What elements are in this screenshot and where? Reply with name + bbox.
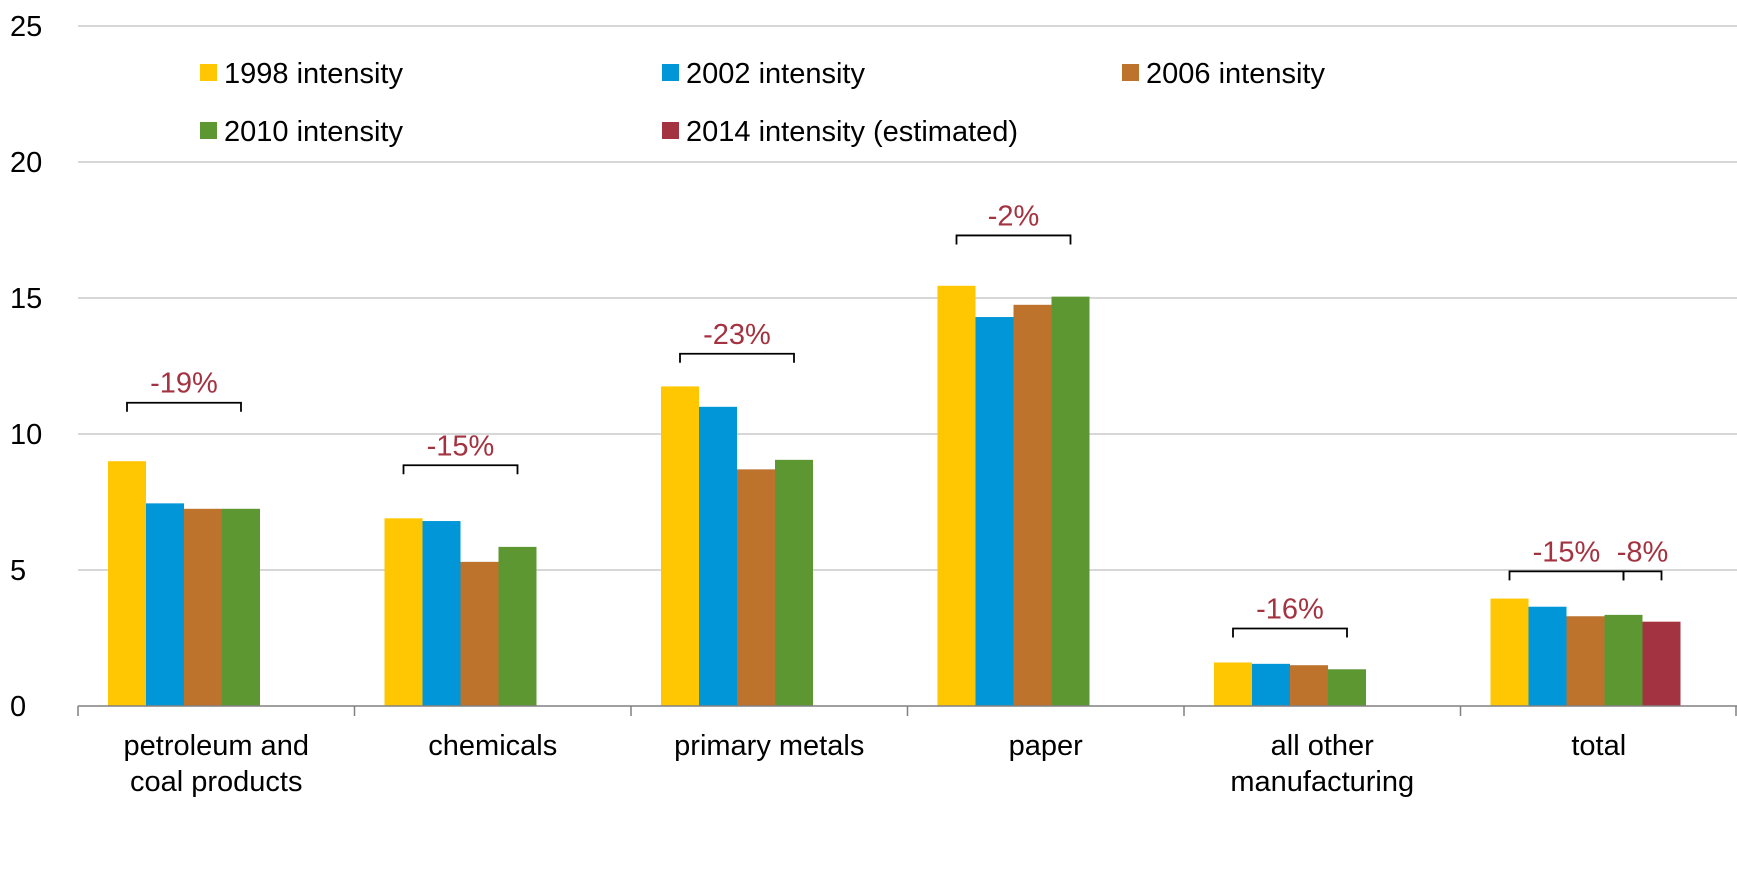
bar bbox=[384, 518, 423, 706]
legend-item: 2002 intensity bbox=[662, 58, 865, 90]
annotation-label: -15% bbox=[1533, 536, 1601, 568]
bar bbox=[1290, 665, 1328, 706]
bar bbox=[108, 461, 146, 706]
legend-item: 2014 intensity (estimated) bbox=[662, 116, 1018, 148]
annotation-bracket bbox=[1622, 570, 1663, 581]
annotation-bracket bbox=[955, 234, 1072, 245]
y-tick-label: 10 bbox=[10, 419, 42, 451]
change-annotation: -15% bbox=[1508, 536, 1625, 581]
annotation-label: -15% bbox=[427, 430, 495, 462]
bar bbox=[1328, 669, 1366, 706]
x-axis bbox=[77, 705, 1737, 716]
annotation-label: -23% bbox=[703, 319, 771, 351]
annotation-label: -8% bbox=[1617, 536, 1669, 568]
bar bbox=[975, 317, 1014, 706]
bar bbox=[1566, 616, 1605, 706]
bar bbox=[937, 285, 976, 706]
legend-label: 2010 intensity bbox=[224, 116, 403, 148]
bar bbox=[460, 561, 499, 706]
bar bbox=[661, 386, 699, 706]
bar bbox=[699, 406, 737, 706]
bar bbox=[775, 459, 813, 706]
legend-item: 1998 intensity bbox=[200, 58, 403, 90]
legend-label: 1998 intensity bbox=[224, 58, 403, 90]
annotation-bracket bbox=[126, 401, 242, 412]
gridlines bbox=[78, 25, 1737, 571]
x-category-label: paper bbox=[1009, 730, 1084, 762]
bar bbox=[1013, 304, 1052, 706]
annotation-label: -2% bbox=[988, 200, 1040, 232]
legend-swatch bbox=[1122, 64, 1139, 81]
annotation-bracket bbox=[679, 352, 795, 363]
x-category-label: all other manufacturing bbox=[1230, 730, 1414, 798]
y-axis-tick-labels: 0 5 10 15 20 25 bbox=[10, 11, 42, 723]
legend-swatch bbox=[200, 64, 217, 81]
bar bbox=[1252, 663, 1290, 706]
annotation-bracket bbox=[402, 464, 519, 475]
x-axis-category-labels: petroleum and coal products chemicals prima… bbox=[124, 730, 1627, 798]
legend-swatch bbox=[200, 122, 217, 139]
annotation-bracket bbox=[1508, 570, 1625, 581]
bar bbox=[498, 546, 537, 706]
legend-label: 2014 intensity (estimated) bbox=[686, 116, 1018, 148]
change-annotation: -8% bbox=[1617, 536, 1669, 581]
x-category-label: total bbox=[1571, 730, 1626, 762]
legend-item: 2006 intensity bbox=[1122, 58, 1325, 90]
bar bbox=[1490, 598, 1529, 706]
annotation-label: -19% bbox=[150, 368, 218, 400]
x-category-label: petroleum and coal products bbox=[124, 730, 309, 798]
y-tick-label: 20 bbox=[10, 147, 42, 179]
x-category-label: primary metals bbox=[674, 730, 864, 762]
legend-swatch bbox=[662, 64, 679, 81]
bar bbox=[422, 521, 461, 706]
legend-swatch bbox=[662, 122, 679, 139]
bar bbox=[1051, 296, 1090, 706]
legend-item: 2010 intensity bbox=[200, 116, 403, 148]
change-annotation: -16% bbox=[1232, 593, 1348, 638]
change-annotation: -23% bbox=[679, 319, 795, 363]
bar bbox=[1604, 614, 1643, 706]
y-tick-label: 25 bbox=[10, 11, 42, 43]
change-annotations: -19% -15% -23% -2% -16% -15% -8% bbox=[126, 200, 1669, 638]
legend-label: 2002 intensity bbox=[686, 58, 865, 90]
change-annotation: -2% bbox=[955, 200, 1072, 245]
legend-label: 2006 intensity bbox=[1146, 58, 1325, 90]
bar bbox=[1528, 606, 1567, 706]
y-tick-label: 0 bbox=[10, 691, 26, 723]
bar bbox=[1642, 621, 1681, 706]
bar bbox=[222, 508, 260, 706]
annotation-label: -16% bbox=[1256, 593, 1324, 625]
x-category-label: chemicals bbox=[428, 730, 557, 762]
bar bbox=[1214, 662, 1252, 706]
bar bbox=[737, 469, 775, 706]
annotation-bracket bbox=[1232, 627, 1348, 638]
y-tick-label: 5 bbox=[10, 555, 26, 587]
legend: 1998 intensity 2002 intensity 2006 intensi… bbox=[200, 58, 1325, 148]
y-tick-label: 15 bbox=[10, 283, 42, 315]
bar bbox=[146, 503, 184, 706]
change-annotation: -19% bbox=[126, 368, 242, 412]
bar bbox=[184, 508, 222, 706]
bars bbox=[108, 285, 1681, 706]
change-annotation: -15% bbox=[402, 430, 519, 475]
